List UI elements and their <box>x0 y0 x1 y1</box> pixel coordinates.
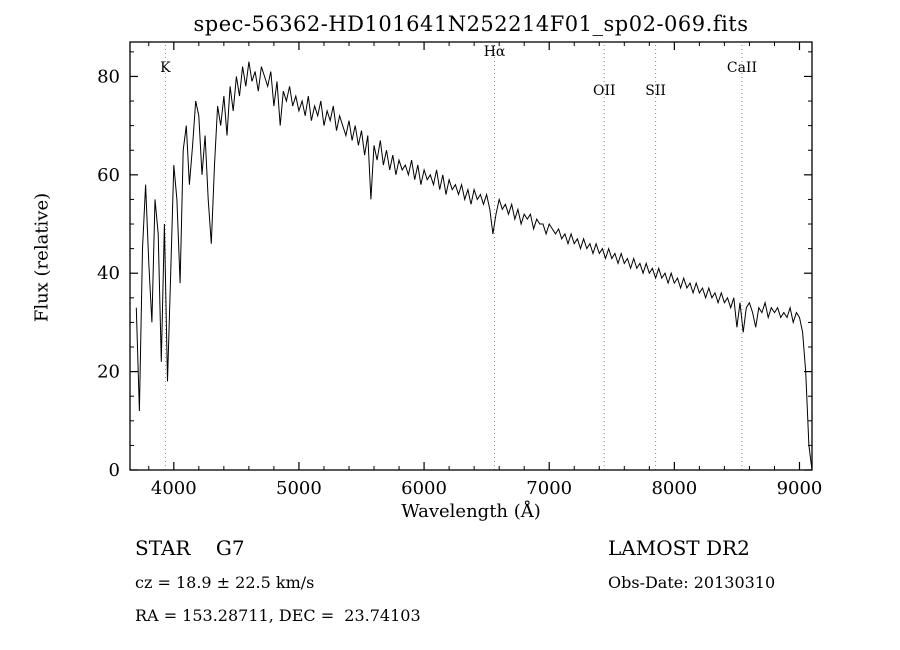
x-tick-label: 9000 <box>777 478 823 499</box>
y-tick-label: 40 <box>97 263 120 284</box>
feature-label: Hα <box>484 44 506 60</box>
x-axis-label: Wavelength (Å) <box>401 501 541 522</box>
y-tick-label: 0 <box>109 460 120 481</box>
y-tick-label: 80 <box>97 66 120 87</box>
feature-label: CaII <box>727 60 757 76</box>
x-tick-label: 6000 <box>401 478 447 499</box>
feature-label: K <box>160 60 171 76</box>
y-tick-label: 20 <box>97 362 120 383</box>
obs-date-label: Obs-Date: 20130310 <box>608 573 776 592</box>
axes-frame <box>129 41 813 471</box>
x-tick-label: 7000 <box>526 478 572 499</box>
y-tick-label: 60 <box>97 165 120 186</box>
cz-value-label: cz = 18.9 ± 22.5 km/s <box>135 573 315 592</box>
spectrum-line <box>135 61 813 471</box>
spectrum-plot: 4000 5000 6000 7000 8000 9000 0 20 40 60 80 K Hα OII S… <box>97 41 823 499</box>
plot-title: spec-56362-HD101641N252214F01_sp02-069.f… <box>193 12 749 36</box>
x-tick-label: 4000 <box>151 478 197 499</box>
survey-label: LAMOST DR2 <box>608 536 750 560</box>
ra-dec-label: RA = 153.28711, DEC = 23.74103 <box>135 606 421 625</box>
x-tick-label: 5000 <box>276 478 322 499</box>
x-tick-label: 8000 <box>651 478 697 499</box>
feature-label: SII <box>645 83 666 99</box>
object-class-label: STAR G7 <box>135 536 245 560</box>
feature-label: OII <box>593 83 616 99</box>
